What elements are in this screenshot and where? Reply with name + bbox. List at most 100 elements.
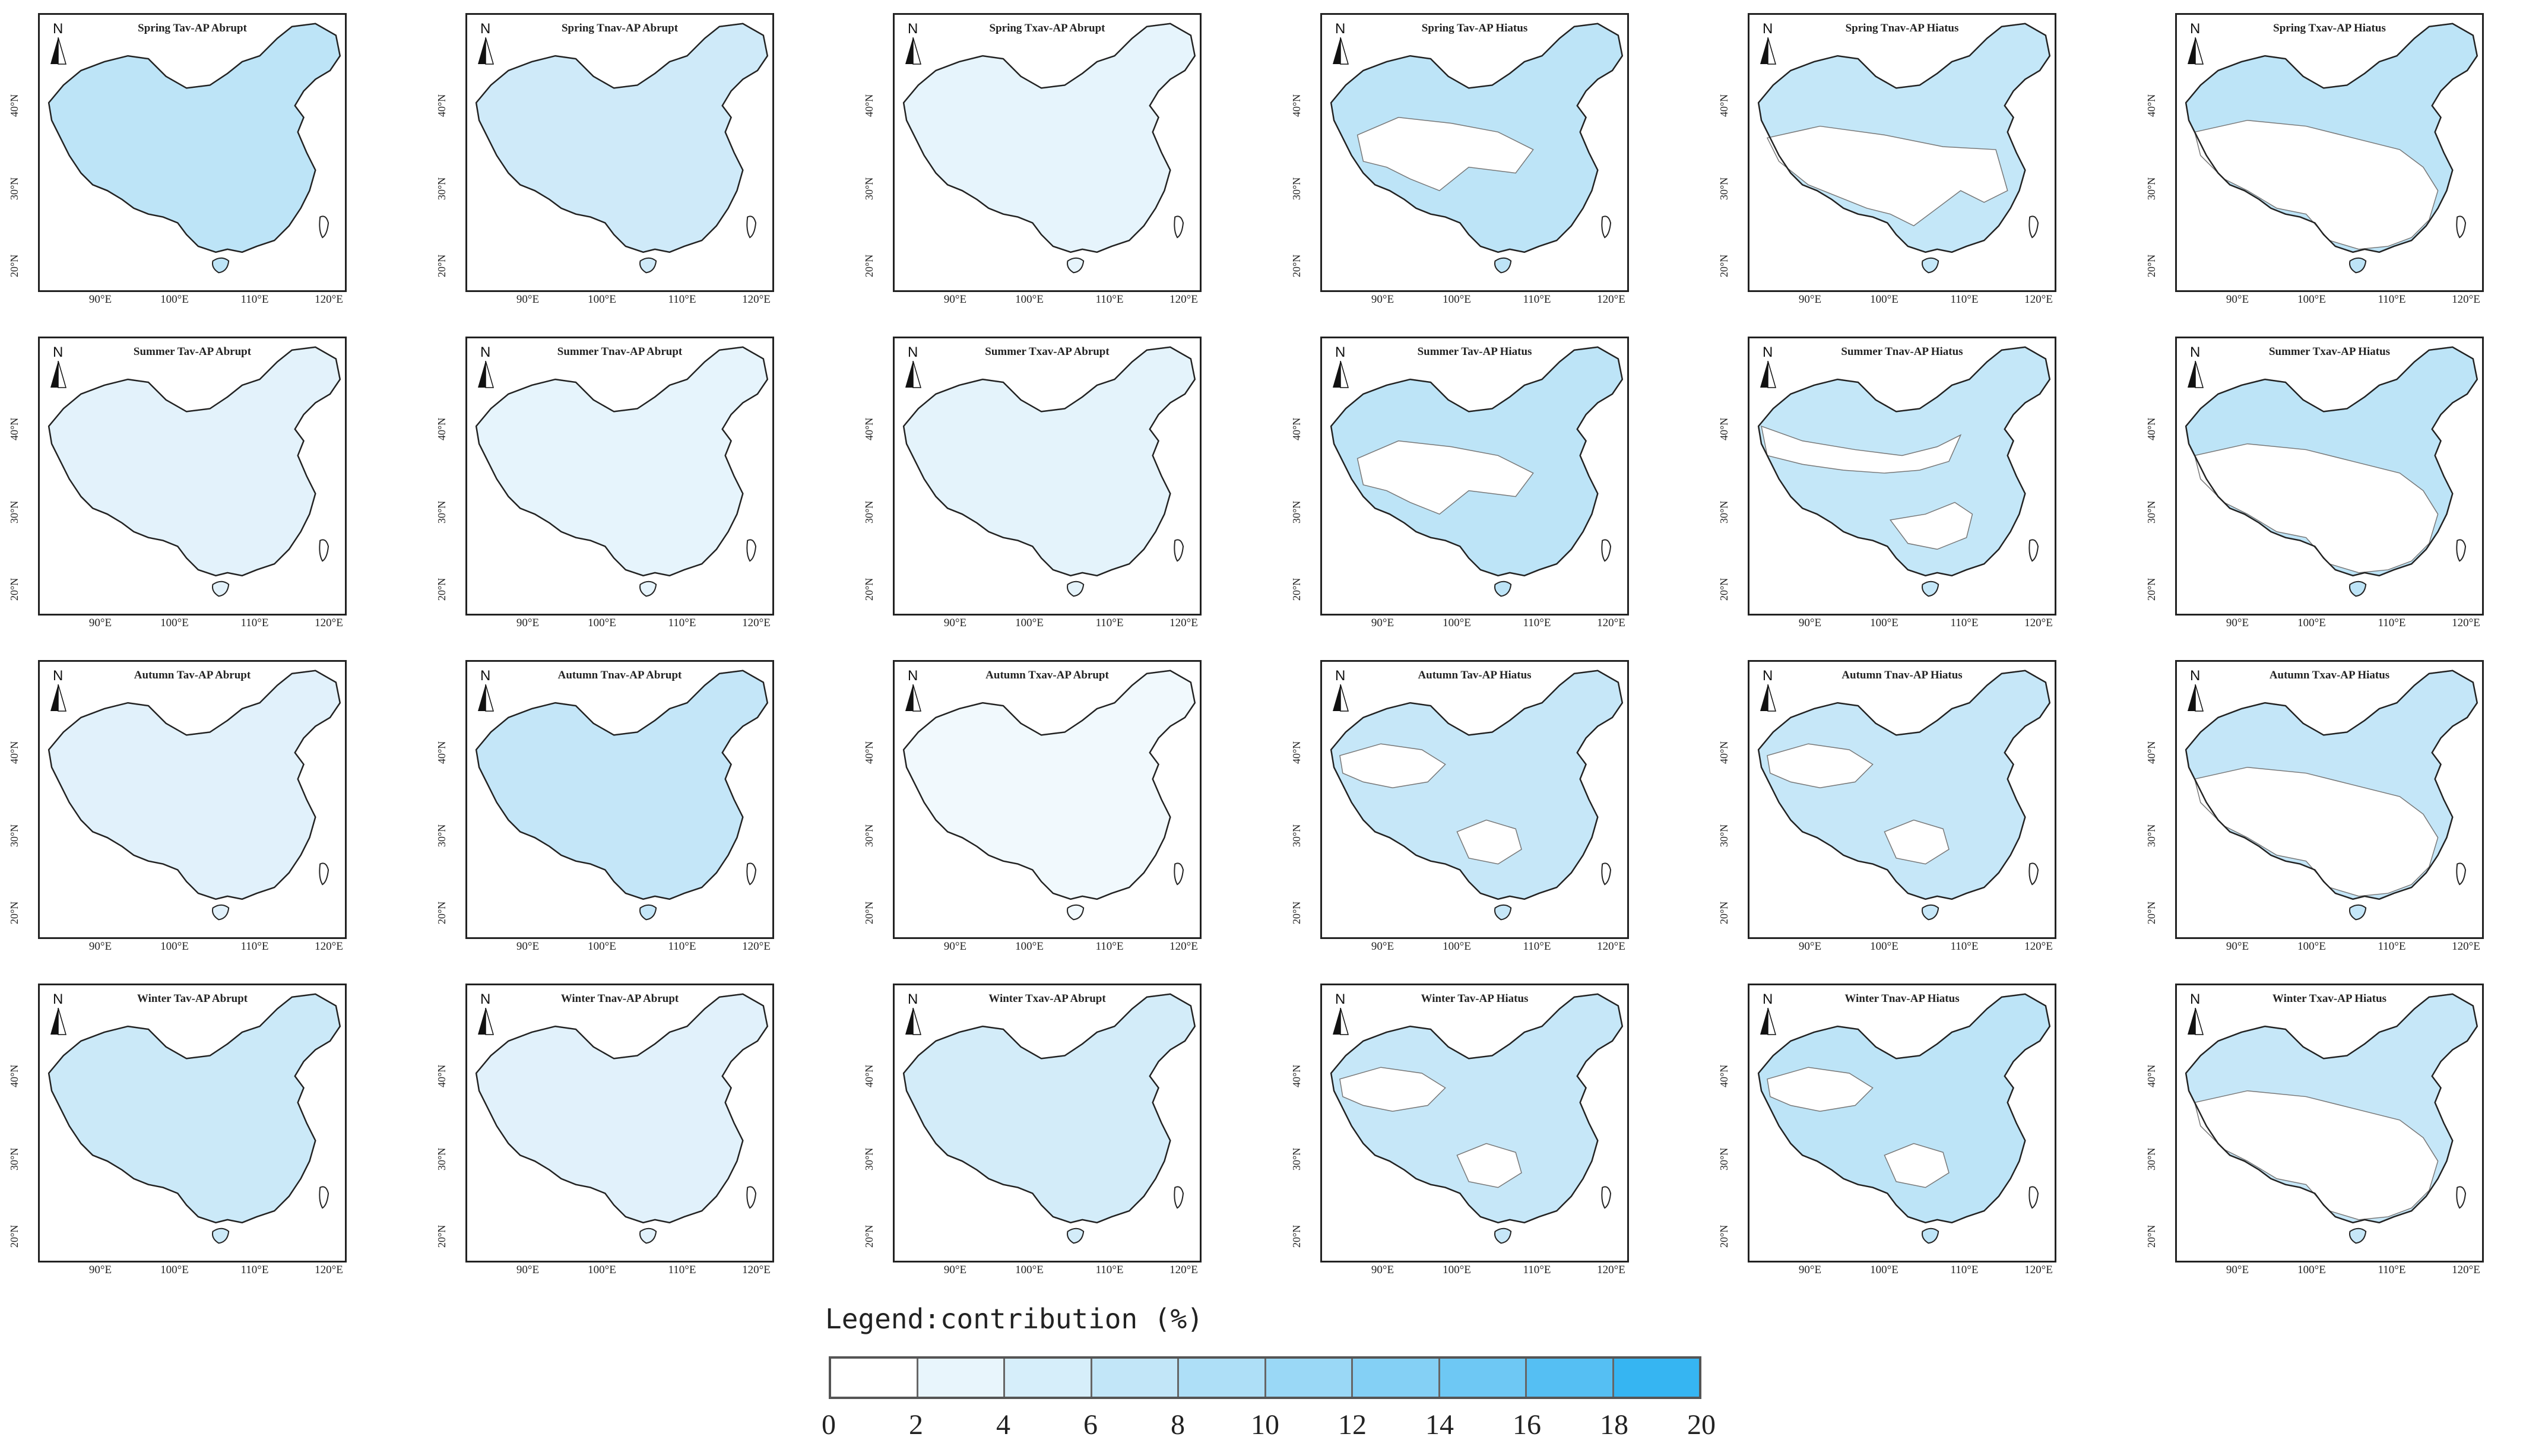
china-map [902,346,1196,597]
y-tick-label: 20°N [1718,254,1730,277]
taiwan-island [319,1186,329,1209]
y-tick-label: 30°N [8,177,20,200]
map-frame: N Winter Tnav-AP Hiatus [1748,984,2056,1262]
taiwan-island [746,215,757,239]
country-region [903,23,1196,253]
y-tick-label: 30°N [436,500,448,524]
x-axis-ticks: 90°E 100°E 110°E 120°E [1748,940,2056,958]
china-map [1757,670,2051,921]
north-label: N [2190,668,2201,684]
y-tick-label: 20°N [2145,578,2157,601]
country-region [903,993,1196,1223]
no-contribution-area [1766,125,2008,227]
map-frame: N Summer Tnav-AP Hiatus [1748,337,2056,616]
y-tick-label: 20°N [863,901,875,924]
y-tick-label: 40°N [8,1064,20,1087]
map-frame: N Spring Txav-AP Abrupt [893,13,1202,292]
y-tick-label: 30°N [8,500,20,524]
hainan-island [639,257,657,274]
y-tick-label: 40°N [863,1064,875,1087]
panel-title: Summer Tav-AP Hiatus [1417,345,1532,358]
map-frame: N Autumn Txav-AP Hiatus [2175,660,2484,939]
hainan-island [1922,257,1939,274]
y-tick-label: 40°N [2145,1064,2157,1087]
no-contribution-area [1761,425,1962,474]
taiwan-island [1601,1186,1612,1209]
x-tick-label: 100°E [1443,940,1471,953]
hainan-island [1067,257,1085,274]
north-arrow-icon: N [1758,668,1782,715]
map-panel: N Winter Tav-AP Hiatus 40°N 30°N 20°N 90°E 100… [1282,970,1638,1279]
y-tick-label: 20°N [8,578,20,601]
y-tick-label: 20°N [863,1225,875,1248]
map-grid: N Spring Tav-AP Abrupt 40°N 30°N 20°N 90°E 100… [0,0,2493,1279]
panel-title: Winter Txav-AP Abrupt [988,992,1106,1005]
country-border [475,23,769,253]
map-panel: N Autumn Tnav-AP Abrupt 40°N 30°N 20°N 90°E 10… [427,647,784,956]
x-tick-label: 90°E [88,617,112,629]
y-axis-ticks: 40°N 30°N 20°N [1710,660,1748,939]
taiwan-island [2028,862,2039,886]
y-tick-label: 30°N [1718,824,1730,847]
x-tick-label: 90°E [516,1264,540,1276]
hainan-island [212,257,230,274]
map-panel: N Summer Txav-AP Abrupt 40°N 30°N 20°N 90°E 10… [855,323,1211,632]
y-axis-ticks: 40°N 30°N 20°N [1282,984,1320,1262]
x-tick-label: 110°E [1095,1264,1124,1276]
north-arrow-icon: N [903,991,927,1039]
map-frame: N Autumn Txav-AP Abrupt [893,660,1202,939]
taiwan-island [2456,862,2467,886]
country-border [475,993,769,1224]
x-axis-ticks: 90°E 100°E 110°E 120°E [893,293,1202,311]
x-tick-label: 100°E [588,940,616,953]
x-tick-label: 120°E [2452,940,2480,953]
panel-title: Summer Tav-AP Abrupt [133,345,252,358]
y-tick-label: 40°N [2145,94,2157,117]
y-tick-label: 30°N [1291,177,1302,200]
legend-swatch [918,1359,1005,1397]
china-map [2185,670,2478,921]
north-arrow-icon: N [48,21,72,68]
north-label: N [480,344,491,360]
map-panel: N Spring Tnav-AP Abrupt 40°N 30°N 20°N 90°E 10… [427,0,784,309]
y-tick-label: 20°N [2145,254,2157,277]
north-arrow-icon: N [48,991,72,1039]
country-border [1330,670,1624,900]
china-map [1757,23,2051,274]
x-tick-label: 110°E [1523,293,1551,306]
x-tick-label: 110°E [1523,617,1551,629]
taiwan-island [319,862,329,886]
panel-title: Autumn Tav-AP Abrupt [134,669,251,681]
north-arrow-icon: N [2185,21,2209,68]
panel-title: Spring Txav-AP Abrupt [989,22,1105,34]
panel-title: Autumn Tnav-AP Abrupt [557,669,682,681]
y-axis-ticks: 40°N 30°N 20°N [0,337,38,616]
y-tick-label: 40°N [1718,417,1730,440]
y-axis-ticks: 40°N 30°N 20°N [1282,337,1320,616]
north-arrow-icon: N [2185,668,2209,715]
y-tick-label: 20°N [1718,578,1730,601]
north-arrow-icon: N [476,344,499,392]
north-label: N [1763,991,1773,1007]
north-label: N [2190,344,2201,360]
taiwan-island [319,539,329,562]
y-axis-ticks: 40°N 30°N 20°N [2137,337,2175,616]
legend-swatch [1353,1359,1440,1397]
x-tick-label: 90°E [516,617,540,629]
north-arrow-icon: N [903,21,927,68]
north-label: N [53,668,64,684]
china-map [1330,23,1624,274]
x-axis-ticks: 90°E 100°E 110°E 120°E [465,940,774,958]
y-tick-label: 30°N [436,824,448,847]
x-tick-label: 90°E [1798,617,1822,629]
y-tick-label: 40°N [8,741,20,764]
y-tick-label: 40°N [2145,741,2157,764]
map-panel: N Winter Tnav-AP Abrupt 40°N 30°N 20°N 90°E 10… [427,970,784,1279]
hainan-island [1922,581,1939,597]
x-tick-label: 100°E [588,1264,616,1276]
country-border [2185,346,2478,577]
x-axis-ticks: 90°E 100°E 110°E 120°E [465,617,774,635]
map-frame: N Winter Tnav-AP Abrupt [465,984,774,1262]
north-arrow-icon: N [1758,21,1782,68]
map-panel: N Summer Txav-AP Hiatus 40°N 30°N 20°N 90°E 10… [2137,323,2493,632]
